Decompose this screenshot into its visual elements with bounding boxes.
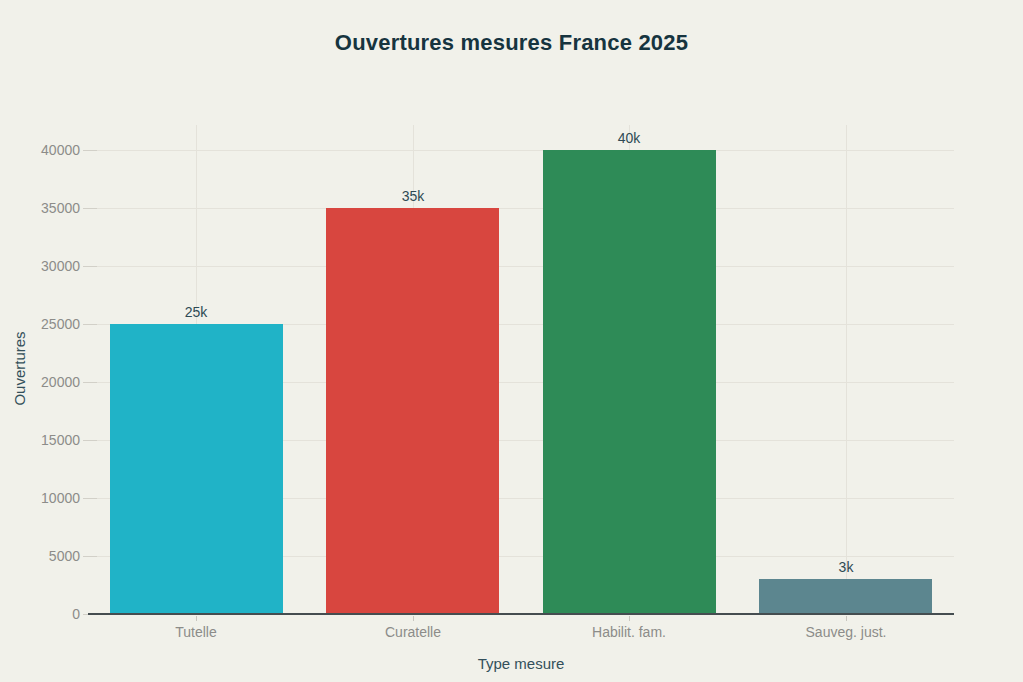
- y-tick-mark: [83, 266, 97, 267]
- gridline-horizontal: [88, 150, 954, 151]
- y-tick-label: 35000: [10, 201, 80, 215]
- y-tick-mark: [83, 150, 97, 151]
- y-tick-label: 0: [10, 607, 80, 621]
- bar-tutelle: [110, 324, 283, 614]
- gridline-vertical: [846, 125, 847, 614]
- y-tick-mark: [83, 208, 97, 209]
- y-tick-label: 25000: [10, 317, 80, 331]
- y-tick-label: 20000: [10, 375, 80, 389]
- x-tick-mark: [629, 616, 630, 621]
- y-tick-label: 30000: [10, 259, 80, 273]
- bar-value-label-sauveg-just: 3k: [806, 560, 886, 574]
- y-tick-mark: [83, 498, 97, 499]
- bar-value-label-curatelle: 35k: [373, 189, 453, 203]
- y-tick-label: 5000: [10, 549, 80, 563]
- x-tick-mark: [846, 616, 847, 621]
- y-tick-label: 10000: [10, 491, 80, 505]
- x-tick-label-sauveg-just: Sauveg. just.: [766, 624, 926, 640]
- x-tick-label-habilit-fam: Habilit. fam.: [549, 624, 709, 640]
- y-tick-mark: [83, 324, 97, 325]
- x-axis-line: [88, 613, 954, 615]
- y-tick-label: 15000: [10, 433, 80, 447]
- bar-sauveg-just: [759, 579, 932, 614]
- bar-curatelle: [326, 208, 499, 614]
- x-tick-label-curatelle: Curatelle: [333, 624, 493, 640]
- y-tick-mark: [83, 556, 97, 557]
- y-tick-mark: [83, 382, 97, 383]
- y-tick-mark: [83, 440, 97, 441]
- gridline-horizontal: [88, 266, 954, 267]
- bar-value-label-habilit-fam: 40k: [589, 131, 669, 145]
- x-axis-title: Type mesure: [88, 655, 954, 672]
- x-tick-mark: [196, 616, 197, 621]
- plot-area: 0 5000 10000 15000 20000 25000 30000 35000 40000…: [0, 0, 1023, 682]
- x-tick-label-tutelle: Tutelle: [116, 624, 276, 640]
- y-tick-label: 40000: [10, 143, 80, 157]
- bar-chart: Ouvertures mesures France 2025 Ouverture…: [0, 0, 1023, 682]
- bar-value-label-tutelle: 25k: [156, 305, 236, 319]
- gridline-horizontal: [88, 208, 954, 209]
- bar-habilit-fam: [543, 150, 716, 614]
- x-tick-mark: [413, 616, 414, 621]
